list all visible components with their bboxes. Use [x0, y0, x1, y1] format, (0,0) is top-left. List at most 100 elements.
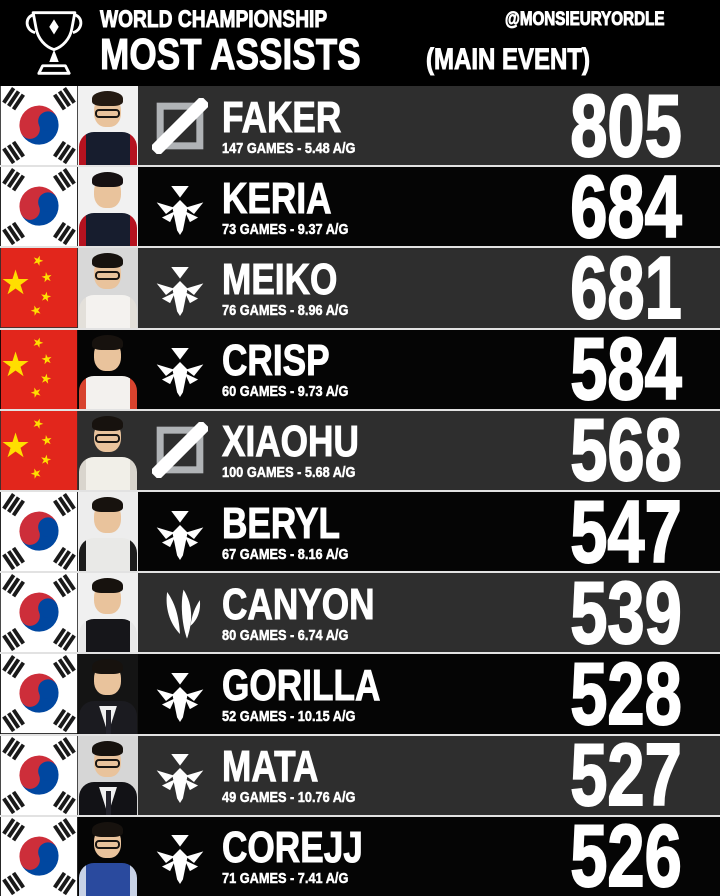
player-stats: 100 GAMES - 5.68 A/G: [222, 464, 356, 482]
support-role-icon: [156, 754, 204, 804]
player-info: FAKER 147 GAMES - 5.48 A/G: [222, 86, 492, 165]
role-icon-slot: [138, 573, 222, 652]
player-row: COREJJ 71 GAMES - 7.41 A/G 526: [0, 816, 720, 896]
role-icon-slot: [138, 654, 222, 733]
south-korea-flag-icon: [0, 573, 78, 653]
player-name: BERYL: [222, 498, 341, 548]
country-flag: [0, 248, 78, 328]
player-jersey: [79, 863, 137, 896]
country-flag: [0, 410, 78, 491]
player-name: CRISP: [222, 336, 330, 386]
player-photo: [78, 492, 138, 572]
assists-value: 539: [570, 573, 683, 655]
player-stats: 49 GAMES - 10.76 A/G: [222, 789, 356, 807]
country-flag: [0, 816, 78, 896]
player-hair: [92, 91, 123, 106]
player-row: MEIKO 76 GAMES - 8.96 A/G 681: [0, 248, 720, 330]
title-small: WORLD CHAMPIONSHIP: [100, 6, 328, 33]
country-flag: [0, 492, 78, 572]
role-icon-slot: [138, 248, 222, 327]
mid-lane-icon: [152, 97, 208, 154]
player-stats: 76 GAMES - 8.96 A/G: [222, 302, 349, 319]
glasses: [95, 109, 120, 118]
player-name: GORILLA: [222, 661, 381, 711]
player-row: GORILLA 52 GAMES - 10.15 A/G 528: [0, 654, 720, 736]
country-flag: [0, 329, 78, 409]
player-name: MEIKO: [222, 255, 338, 304]
player-info: BERYL 67 GAMES - 8.16 A/G: [222, 492, 492, 571]
assists-value: 528: [570, 654, 683, 736]
player-photo: [78, 735, 138, 815]
assists-value: 805: [570, 86, 683, 168]
player-hair: [92, 740, 123, 756]
player-info: GORILLA 52 GAMES - 10.15 A/G: [222, 654, 492, 733]
player-stats: 71 GAMES - 7.41 A/G: [222, 870, 349, 888]
south-korea-flag-icon: [0, 86, 78, 166]
country-flag: [0, 573, 78, 653]
header-titles: WORLD CHAMPIONSHIP MOST ASSISTS (MAIN EV…: [100, 6, 631, 81]
player-row: KERIA 73 GAMES - 9.37 A/G 684: [0, 167, 720, 249]
glasses: [95, 839, 120, 849]
player-photo: [78, 330, 138, 409]
leaderboard: FAKER 147 GAMES - 5.48 A/G 805: [0, 86, 720, 896]
player-row: BERYL 67 GAMES - 8.16 A/G 547: [0, 492, 720, 574]
player-stats: 73 GAMES - 9.37 A/G: [222, 220, 349, 238]
support-role-icon: [156, 348, 204, 398]
player-hair: [92, 415, 123, 431]
player-jersey: [79, 375, 137, 409]
player-photo: [78, 817, 138, 896]
role-icon-slot: [138, 86, 222, 165]
player-photo: [78, 248, 138, 328]
player-hair: [92, 253, 123, 269]
player-hair: [92, 172, 123, 188]
assists-value: 547: [570, 492, 683, 574]
country-flag: [0, 167, 78, 247]
player-hair: [92, 659, 123, 675]
player-info: XIAOHU 100 GAMES - 5.68 A/G: [222, 411, 492, 490]
assists-value: 568: [570, 410, 683, 493]
player-name: XIAOHU: [222, 417, 360, 467]
player-stats: 60 GAMES - 9.73 A/G: [222, 383, 349, 401]
assists-value: 526: [570, 816, 683, 896]
player-stats: 52 GAMES - 10.15 A/G: [222, 708, 356, 726]
player-info: KERIA 73 GAMES - 9.37 A/G: [222, 167, 492, 246]
player-name: KERIA: [222, 173, 332, 223]
player-photo: [78, 411, 138, 491]
south-korea-flag-icon: [0, 816, 78, 896]
assists-value: 684: [570, 167, 683, 249]
role-icon-slot: [138, 167, 222, 246]
country-flag: [0, 86, 78, 166]
page-title: MOST ASSISTS (MAIN EVENT): [100, 30, 591, 79]
player-hair: [92, 334, 123, 350]
player-name: FAKER: [222, 92, 342, 142]
header: WORLD CHAMPIONSHIP MOST ASSISTS (MAIN EV…: [0, 0, 720, 86]
player-jersey: [79, 132, 137, 166]
role-icon-slot: [138, 330, 222, 409]
player-jersey: [79, 619, 137, 653]
south-korea-flag-icon: [0, 735, 78, 815]
glasses: [95, 433, 120, 443]
assists-value: 681: [570, 248, 683, 330]
role-icon-slot: [138, 817, 222, 896]
support-role-icon: [156, 835, 204, 885]
player-name: CANYON: [222, 579, 375, 629]
player-stats: 67 GAMES - 8.16 A/G: [222, 545, 349, 563]
china-flag-icon: [0, 329, 78, 409]
south-korea-flag-icon: [0, 167, 78, 247]
role-icon-slot: [138, 736, 222, 815]
player-hair: [92, 821, 123, 837]
player-info: CANYON 80 GAMES - 6.74 A/G: [222, 573, 492, 652]
player-hair: [92, 578, 123, 594]
role-icon-slot: [138, 411, 222, 490]
player-photo: [78, 167, 138, 247]
player-row: XIAOHU 100 GAMES - 5.68 A/G 568: [0, 410, 720, 493]
support-role-icon: [156, 673, 204, 723]
player-photo: [78, 654, 138, 734]
country-flag: [0, 735, 78, 815]
glasses: [95, 758, 120, 768]
player-stats: 147 GAMES - 5.48 A/G: [222, 139, 356, 157]
player-photo: [78, 86, 138, 166]
player-info: MATA 49 GAMES - 10.76 A/G: [222, 736, 492, 815]
player-stats: 80 GAMES - 6.74 A/G: [222, 626, 349, 644]
